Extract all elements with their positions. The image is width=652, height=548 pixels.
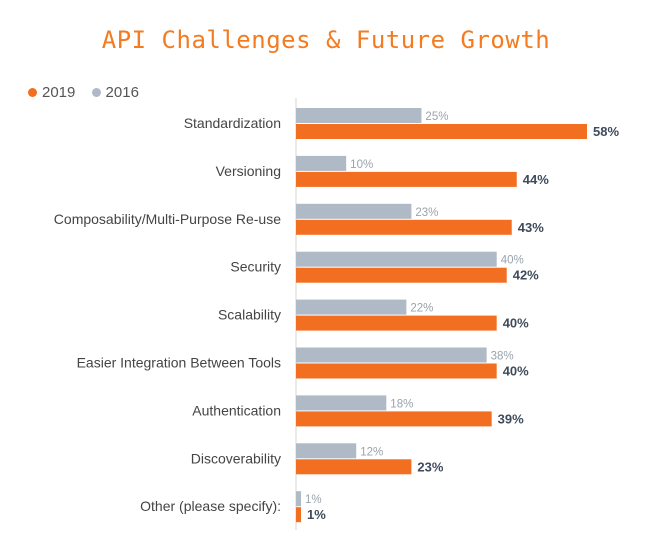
data-label-2019-easier-integration-between-tools: 40% xyxy=(503,364,529,379)
category-label-versioning: Versioning xyxy=(216,163,281,179)
legend: 2019 2016 xyxy=(28,84,151,101)
data-label-2016-scalability: 22% xyxy=(410,303,433,315)
data-label-2016-versioning: 10% xyxy=(350,159,373,171)
data-label-2016-composability-multi-purpose-re-use: 23% xyxy=(415,207,438,219)
data-label-2016-other-please-specify: 1% xyxy=(305,494,322,506)
bar-2019-security xyxy=(296,267,507,283)
category-label-authentication: Authentication xyxy=(192,402,281,418)
legend-item-2019: 2019 xyxy=(28,84,75,101)
bar-2016-composability-multi-purpose-re-use xyxy=(296,203,412,219)
data-label-2016-easier-integration-between-tools: 38% xyxy=(491,351,514,363)
category-label-other-please-specify: Other (please specify): xyxy=(140,498,281,514)
bar-2016-other-please-specify xyxy=(296,491,302,507)
data-label-2019-standardization: 58% xyxy=(593,124,619,139)
bar-2016-standardization xyxy=(296,108,422,123)
bar-2019-standardization xyxy=(296,124,587,139)
chart-title: API Challenges & Future Growth xyxy=(101,26,551,54)
bar-2019-versioning xyxy=(296,171,517,187)
legend-label-2019: 2019 xyxy=(42,84,76,101)
bar-2019-scalability xyxy=(296,315,497,331)
category-label-composability-multi-purpose-re-use: Composability/Multi-Purpose Re-use xyxy=(54,211,281,227)
bar-2019-authentication xyxy=(296,411,492,427)
data-label-2016-security: 40% xyxy=(501,255,524,267)
legend-label-2016: 2016 xyxy=(105,84,139,101)
bar-2016-authentication xyxy=(296,395,387,411)
bar-2019-easier-integration-between-tools xyxy=(296,363,497,379)
bar-2019-composability-multi-purpose-re-use xyxy=(296,219,512,235)
category-label-standardization: Standardization xyxy=(184,115,281,131)
bar-2019-other-please-specify xyxy=(296,507,302,523)
data-label-2019-versioning: 44% xyxy=(523,172,549,187)
bar-2016-easier-integration-between-tools xyxy=(296,347,487,363)
legend-swatch-2016 xyxy=(91,88,101,97)
category-label-scalability: Scalability xyxy=(218,307,281,323)
bar-2016-security xyxy=(296,251,497,267)
data-label-2019-discoverability: 23% xyxy=(417,459,443,474)
category-label-security: Security xyxy=(230,259,281,275)
bar-2016-versioning xyxy=(296,155,347,171)
bar-2019-discoverability xyxy=(296,459,412,475)
data-label-2016-authentication: 18% xyxy=(390,398,413,410)
data-label-2016-discoverability: 12% xyxy=(360,446,383,458)
bar-2016-scalability xyxy=(296,299,407,315)
category-label-discoverability: Discoverability xyxy=(191,450,281,466)
legend-item-2016: 2016 xyxy=(91,84,139,101)
data-label-2019-authentication: 39% xyxy=(498,411,524,426)
data-label-2016-standardization: 25% xyxy=(425,111,448,123)
data-label-2019-composability-multi-purpose-re-use: 43% xyxy=(518,220,544,235)
data-label-2019-security: 42% xyxy=(513,268,539,283)
bar-2016-discoverability xyxy=(296,443,357,459)
data-label-2019-scalability: 40% xyxy=(503,316,529,331)
data-label-2019-other-please-specify: 1% xyxy=(307,507,326,522)
category-label-easier-integration-between-tools: Easier Integration Between Tools xyxy=(77,355,281,371)
legend-swatch-2019 xyxy=(28,88,37,97)
